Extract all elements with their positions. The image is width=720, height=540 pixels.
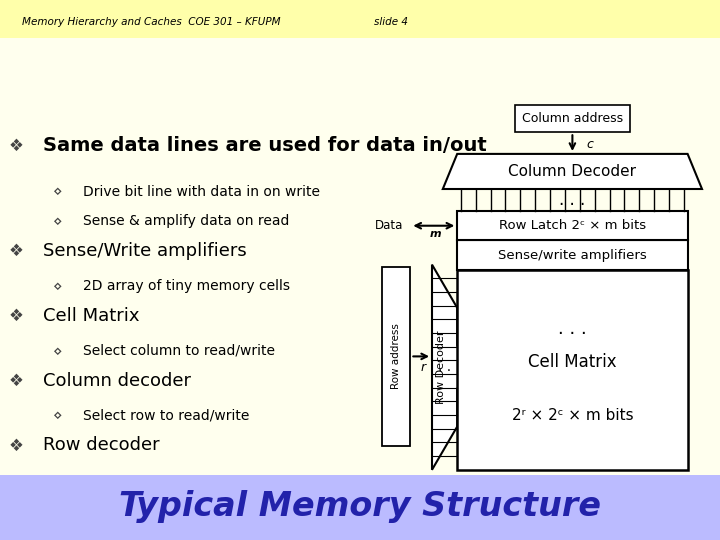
Text: Memory Hierarchy and Caches  COE 301 – KFUPM: Memory Hierarchy and Caches COE 301 – KF… [22, 17, 280, 26]
Text: Typical Memory Structure: Typical Memory Structure [119, 490, 601, 523]
Text: Row decoder: Row decoder [43, 436, 160, 455]
Text: ⋄: ⋄ [52, 408, 61, 423]
Text: Sense/write amplifiers: Sense/write amplifiers [498, 248, 647, 262]
FancyBboxPatch shape [0, 475, 720, 540]
Text: ❖: ❖ [9, 137, 24, 155]
Text: Drive bit line with data in on write: Drive bit line with data in on write [83, 185, 320, 199]
Text: ❖: ❖ [9, 372, 24, 390]
Text: . .: . . [438, 360, 451, 374]
FancyBboxPatch shape [457, 211, 688, 240]
Polygon shape [443, 154, 702, 189]
FancyBboxPatch shape [457, 240, 688, 270]
Text: ⋄: ⋄ [52, 343, 61, 359]
Text: ⋄: ⋄ [52, 184, 61, 199]
Text: ⋄: ⋄ [52, 214, 61, 229]
Text: Cell Matrix: Cell Matrix [43, 307, 140, 325]
Text: Column address: Column address [522, 112, 623, 125]
Text: Row Decoder: Row Decoder [436, 330, 446, 404]
Text: ❖: ❖ [9, 242, 24, 260]
Text: 2ʳ × 2ᶜ × m bits: 2ʳ × 2ᶜ × m bits [512, 408, 633, 423]
Text: Same data lines are used for data in/out: Same data lines are used for data in/out [43, 136, 487, 156]
Text: m: m [430, 229, 441, 239]
Text: ❖: ❖ [9, 307, 24, 325]
Text: Sense & amplify data on read: Sense & amplify data on read [83, 214, 289, 228]
Text: . . .: . . . [559, 191, 585, 209]
Polygon shape [432, 265, 468, 470]
Text: Cell Matrix: Cell Matrix [528, 353, 617, 371]
Text: Row address: Row address [391, 323, 401, 389]
FancyBboxPatch shape [457, 270, 688, 470]
Text: Select column to read/write: Select column to read/write [83, 344, 275, 358]
Text: slide 4: slide 4 [374, 17, 408, 26]
Text: Data: Data [375, 219, 403, 232]
Text: Column decoder: Column decoder [43, 372, 192, 390]
Text: ⋄: ⋄ [52, 279, 61, 294]
Text: Sense/Write amplifiers: Sense/Write amplifiers [43, 242, 247, 260]
Text: 2D array of tiny memory cells: 2D array of tiny memory cells [83, 279, 289, 293]
Text: Select row to read/write: Select row to read/write [83, 409, 249, 423]
Text: r: r [420, 361, 426, 374]
Text: ❖: ❖ [9, 436, 24, 455]
Text: Row Latch 2ᶜ × m bits: Row Latch 2ᶜ × m bits [499, 219, 646, 232]
Text: . . .: . . . [558, 320, 587, 339]
Text: c: c [587, 138, 594, 151]
FancyBboxPatch shape [0, 0, 720, 38]
Text: Column Decoder: Column Decoder [508, 164, 636, 179]
FancyBboxPatch shape [515, 105, 630, 132]
FancyBboxPatch shape [382, 267, 410, 446]
